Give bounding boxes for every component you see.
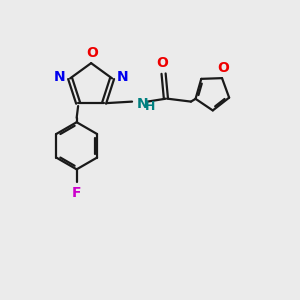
Text: N: N [136,97,148,111]
Text: O: O [218,61,230,75]
Text: F: F [72,185,81,200]
Text: N: N [116,70,128,84]
Text: O: O [86,46,98,60]
Text: N: N [54,70,66,84]
Text: H: H [144,100,155,113]
Text: O: O [156,56,168,70]
